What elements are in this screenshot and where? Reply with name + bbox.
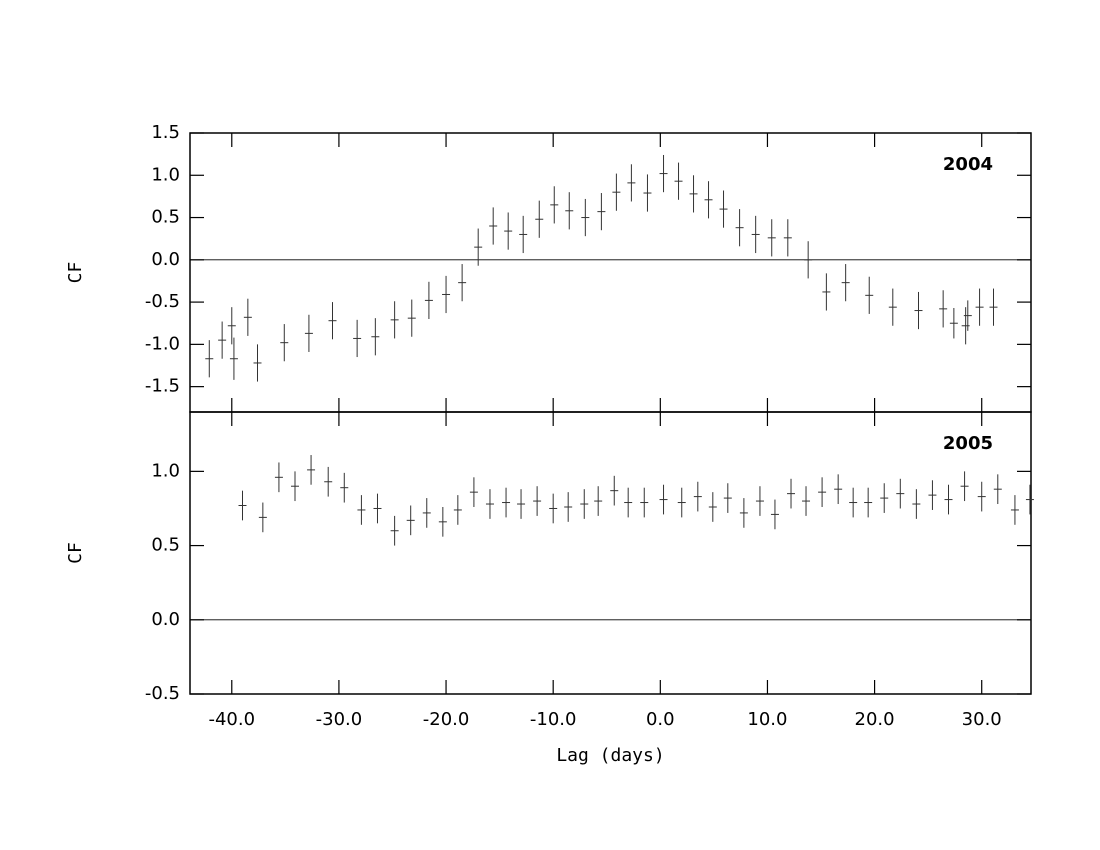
y-tick-label: -1.0: [145, 333, 180, 354]
x-tick-label: -30.0: [316, 709, 363, 730]
x-tick-label: -40.0: [208, 709, 255, 730]
x-tick-label: 0.0: [646, 709, 675, 730]
y-tick-label: -0.5: [145, 683, 180, 704]
panel-annotation: 2004: [943, 154, 993, 175]
x-tick-label: 30.0: [962, 709, 1002, 730]
x-axis-label: Lag (days): [556, 745, 664, 766]
y-tick-label: 0.5: [151, 207, 180, 228]
y-tick-label: 0.5: [151, 535, 180, 556]
x-tick-label: 10.0: [747, 709, 787, 730]
y-axis-label: CF: [65, 262, 86, 284]
y-tick-label: 0.0: [151, 249, 180, 270]
plot-frame: [189, 132, 1032, 413]
y-tick-label: 1.5: [151, 122, 180, 143]
y-tick-label: -0.5: [145, 291, 180, 312]
y-tick-label: -1.5: [145, 376, 180, 397]
y-axis-label: CF: [65, 542, 86, 564]
y-tick-label: 0.0: [151, 609, 180, 630]
x-tick-label: -20.0: [423, 709, 470, 730]
x-tick-label: 20.0: [855, 709, 895, 730]
panel-annotation: 2005: [943, 433, 993, 454]
y-tick-label: 1.0: [151, 460, 180, 481]
y-tick-label: 1.0: [151, 164, 180, 185]
x-tick-label: -10.0: [530, 709, 577, 730]
plot-frame: [189, 411, 1032, 695]
